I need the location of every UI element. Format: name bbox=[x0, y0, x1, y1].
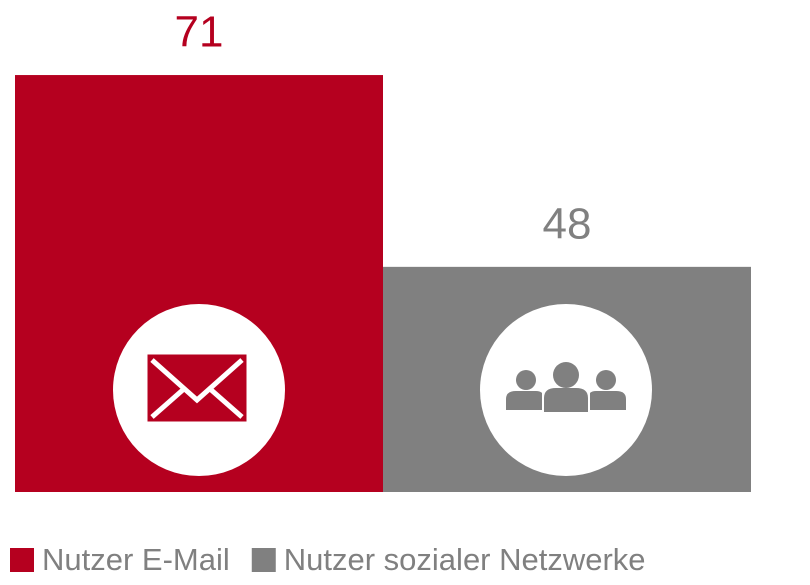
people-icon bbox=[506, 362, 626, 412]
legend-swatch bbox=[251, 548, 276, 572]
legend-swatch bbox=[10, 548, 34, 572]
data-label: 48 bbox=[543, 199, 592, 248]
icons bbox=[113, 304, 652, 476]
email-icon bbox=[147, 354, 247, 422]
legend-label: Nutzer sozialer Netzwerke bbox=[284, 542, 646, 577]
legend-label: Nutzer E-Mail bbox=[42, 542, 230, 577]
data-label: 71 bbox=[175, 8, 224, 57]
